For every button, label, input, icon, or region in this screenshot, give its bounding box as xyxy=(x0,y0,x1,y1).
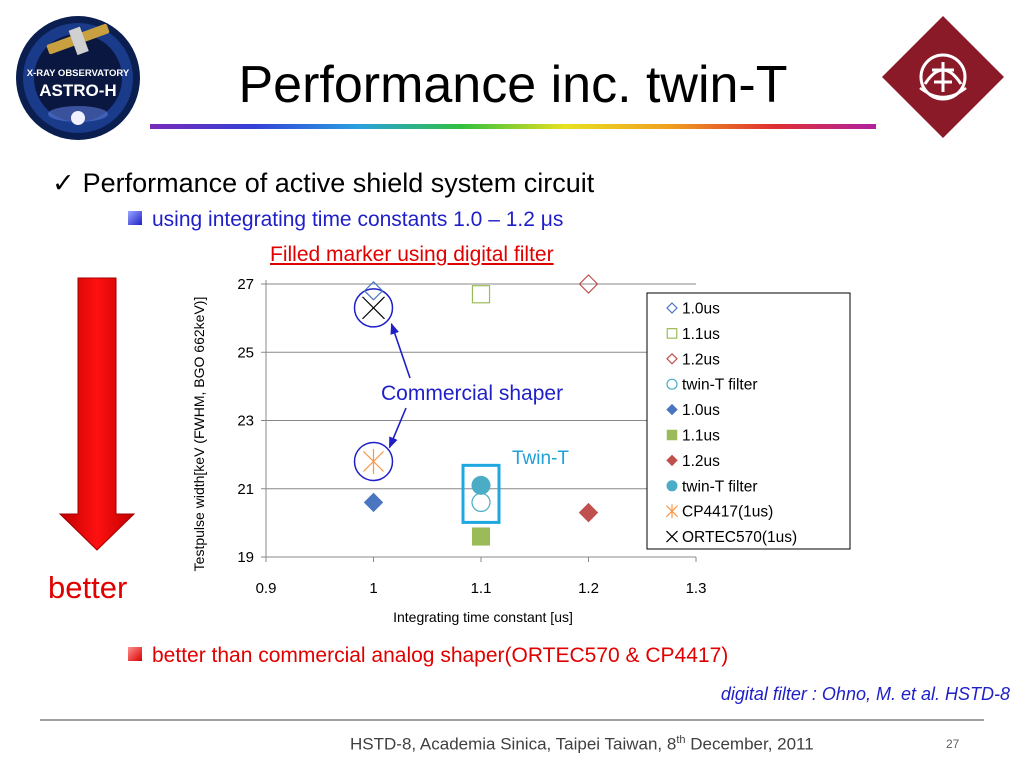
y-tick-label: 27 xyxy=(237,276,254,293)
annotation-twin-t: Twin-T xyxy=(512,448,569,469)
legend-label: 1.2us xyxy=(682,453,720,470)
footer-date: December, 2011 xyxy=(685,734,814,754)
logo-title: ASTRO-H xyxy=(39,81,116,100)
legend-marker xyxy=(666,403,678,416)
legend-box xyxy=(646,292,851,550)
title-underline xyxy=(150,124,876,129)
legend-label: ORTEC570(1us) xyxy=(682,529,797,546)
legend-label: 1.0us xyxy=(682,402,720,419)
legend-marker xyxy=(666,429,678,441)
legend-marker xyxy=(666,302,678,314)
legend-label: 1.1us xyxy=(682,326,720,343)
data-point-ortec570-1us- xyxy=(362,296,385,320)
bullet-conclusion: better than commercial analog shaper(ORT… xyxy=(128,644,728,668)
x-axis-label: Integrating time constant [us] xyxy=(393,609,573,625)
bullet-main: ✓ Performance of active shield system cir… xyxy=(52,168,594,199)
legend-label: twin-T filter xyxy=(682,377,758,394)
scatter-chart: 19 21 23 25 27 0.9 1 1.1 1.2 1.3 Integrating time… xyxy=(191,274,851,625)
footer-text: HSTD-8, Academia Sinica, Taipei Taiwan, … xyxy=(350,734,814,755)
bullet-sub: using integrating time constants 1.0 – 1… xyxy=(128,208,563,232)
logo-subtitle: X-RAY OBSERVATORY xyxy=(27,68,130,79)
data-point-cp4417-1us- xyxy=(363,448,384,474)
slide-title: Performance inc. twin-T xyxy=(238,56,788,114)
y-tick-label: 21 xyxy=(237,481,254,498)
legend-label: 1.2us xyxy=(682,351,720,368)
arrow-to-cp4417 xyxy=(388,407,407,449)
legend-marker xyxy=(666,480,678,492)
highlight-marks xyxy=(353,288,501,524)
cp4417-highlight-ring xyxy=(353,441,394,482)
footer-main: HSTD-8, Academia Sinica, Taipei Taiwan, … xyxy=(350,734,677,754)
legend-marker xyxy=(666,328,678,339)
bullet-conclusion-text: better than commercial analog shaper(ORT… xyxy=(152,644,729,667)
legend-marker xyxy=(666,530,678,543)
university-seal-logo xyxy=(882,16,1004,138)
astro-h-logo: X-RAY OBSERVATORY ASTRO-H xyxy=(16,16,140,140)
annotation-commercial-shaper: Commercial shaper xyxy=(381,382,563,405)
square-bullet-icon xyxy=(128,211,142,225)
y-tick-label: 25 xyxy=(237,344,254,361)
ortec-highlight-ring xyxy=(353,288,394,328)
citation: digital filter : Ohno, M. et al. HSTD-8 xyxy=(720,684,1010,704)
x-stroke xyxy=(666,530,678,543)
legend-marker xyxy=(666,378,678,390)
legend-label: twin-T filter xyxy=(682,478,758,495)
y-tick-label: 19 xyxy=(237,549,254,566)
checkmark-icon: ✓ xyxy=(52,168,75,198)
data-point-1-0us xyxy=(363,280,384,301)
data-point-twin-t-filter xyxy=(471,492,491,512)
data-point-1-1us xyxy=(471,285,491,304)
twin-t-highlight-box xyxy=(461,463,501,524)
axes xyxy=(261,280,697,562)
bullet-sub-text: using integrating time constants 1.0 – 1… xyxy=(152,208,564,231)
legend-label: CP4417(1us) xyxy=(682,504,773,521)
x-tick-label: 1 xyxy=(369,580,377,597)
legend-marker xyxy=(666,504,678,519)
footer-superscript: th xyxy=(676,734,686,746)
arrow-to-ortec xyxy=(390,322,411,379)
x-tick-label: 1.3 xyxy=(686,580,707,597)
better-label: better xyxy=(48,570,128,605)
legend-marker xyxy=(666,454,678,467)
bullet-main-text: Performance of active shield system circ… xyxy=(82,168,595,198)
data-point-twin-t-filter xyxy=(471,475,491,495)
x-stroke xyxy=(362,296,385,320)
data-point-1-1us xyxy=(471,527,491,546)
chart-legend: 1.0us 1.1us 1.2us twin-T filter 1.0us 1.1us 1.… xyxy=(646,292,851,550)
legend-marker xyxy=(666,352,678,365)
legend-label: 1.1us xyxy=(682,428,720,445)
data-points xyxy=(362,274,599,546)
x-tick-label: 0.9 xyxy=(256,580,277,597)
down-arrow-icon xyxy=(58,277,136,551)
footer-divider xyxy=(40,719,984,721)
tick-labels: 19 21 23 25 27 0.9 1 1.1 1.2 1.3 xyxy=(237,276,706,597)
x-tick-label: 1.1 xyxy=(471,580,492,597)
page-number: 27 xyxy=(946,737,960,751)
filled-marker-note: Filled marker using digital filter xyxy=(270,243,554,266)
y-axis-label: Testpulse width[keV (FWHM, BGO 662keV)] xyxy=(191,297,207,572)
data-point-1-2us xyxy=(578,274,599,294)
x-tick-label: 1.2 xyxy=(578,580,599,597)
square-bullet-icon xyxy=(128,647,142,661)
data-point-1-0us xyxy=(363,492,384,513)
y-tick-label: 23 xyxy=(237,413,254,430)
legend-label: 1.0us xyxy=(682,301,720,318)
data-point-1-2us xyxy=(578,502,599,523)
